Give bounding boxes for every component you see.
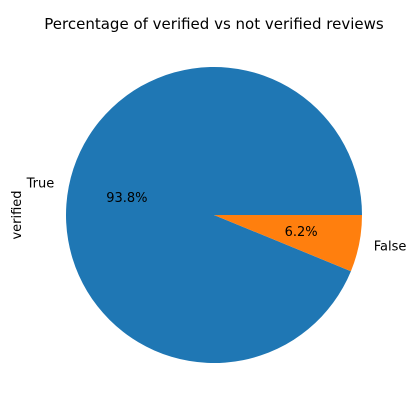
chart-title: Percentage of verified vs not verified r… (44, 15, 384, 33)
pie-category-label: True (26, 176, 55, 191)
pie-slices (65, 67, 363, 364)
pie-slice-false (214, 215, 362, 272)
pie-category-label: False (374, 240, 407, 255)
y-axis-label: verified (10, 190, 25, 239)
pie-percent-label: 93.8% (106, 191, 147, 206)
pie-labels: True 93.8% False 6.2% (26, 176, 407, 254)
pie-percent-label: 6.2% (285, 225, 318, 240)
